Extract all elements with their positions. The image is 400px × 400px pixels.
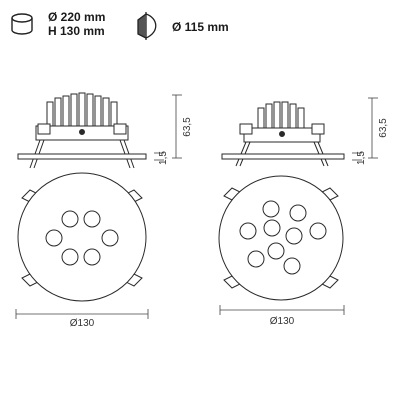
- right-front-view: [218, 175, 344, 301]
- left-flange-dim: 1,5: [158, 151, 169, 165]
- cylinder-icon: [11, 13, 33, 35]
- right-trim: [221, 153, 345, 160]
- right-heatsink: [257, 101, 305, 129]
- cutout-spec-block: Ø 115 mm: [172, 20, 229, 34]
- diameter-spec: Ø 220 mm: [48, 10, 106, 24]
- left-diameter-label: Ø130: [70, 318, 95, 329]
- left-heatsink: [46, 92, 118, 127]
- left-dimensions: [154, 94, 182, 161]
- right-height-dim: 63,5: [378, 118, 389, 138]
- right-diameter-dim: [219, 305, 345, 315]
- left-trim-circle: [17, 172, 147, 302]
- height-spec: H 130 mm: [48, 24, 105, 38]
- left-height-dim: 63,5: [182, 117, 193, 137]
- cutout-spec: Ø 115 mm: [172, 20, 229, 34]
- left-side-view: [17, 92, 147, 169]
- left-led-lenses: [45, 210, 119, 266]
- left-trim: [17, 153, 147, 160]
- right-flange-dim: 1,5: [356, 151, 367, 165]
- right-diameter-label: Ø130: [270, 316, 295, 327]
- right-side-view: [221, 101, 345, 167]
- right-led-lenses: [239, 200, 327, 275]
- right-dimensions: [352, 97, 378, 161]
- left-front-view: [17, 172, 147, 302]
- cutout-icon: [137, 12, 157, 40]
- body-specs: Ø 220 mm H 130 mm: [48, 10, 105, 38]
- right-trim-circle: [218, 175, 344, 301]
- left-diameter-dim: [15, 309, 149, 319]
